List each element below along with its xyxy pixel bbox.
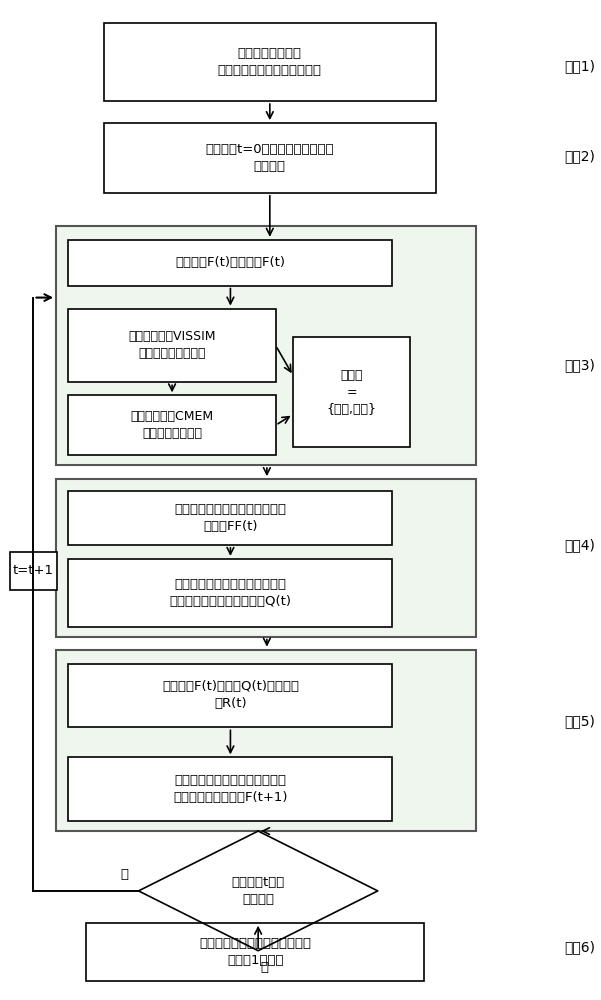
Bar xyxy=(56,226,476,465)
Text: 步骤4): 步骤4) xyxy=(564,538,596,552)
Text: 步骤1): 步骤1) xyxy=(564,59,596,73)
Text: 调查基本交通参数
初始化车辆尾气排放计算平台: 调查基本交通参数 初始化车辆尾气排放计算平台 xyxy=(218,47,322,77)
Bar xyxy=(103,123,436,193)
Bar xyxy=(86,923,424,981)
Text: 步骤3): 步骤3) xyxy=(564,358,596,372)
Text: 终止，输出最后一代种群中非支
配序为1的个体: 终止，输出最后一代种群中非支 配序为1的个体 xyxy=(199,937,311,967)
Text: 步骤5): 步骤5) xyxy=(564,714,596,728)
Bar xyxy=(69,240,392,286)
Text: 进化代数t大于
最大代数: 进化代数t大于 最大代数 xyxy=(231,876,285,906)
Text: t=t+1: t=t+1 xyxy=(13,564,54,577)
Bar xyxy=(10,552,57,590)
Text: 基于虚拟适应度进行遗传复制、
交叉和变异运算，生成子代Q(t): 基于虚拟适应度进行遗传复制、 交叉和变异运算，生成子代Q(t) xyxy=(169,578,291,608)
Polygon shape xyxy=(138,831,378,951)
Text: 计算种群F(t)的适应度F(t): 计算种群F(t)的适应度F(t) xyxy=(175,256,285,269)
Text: 决策变量输入VISSIM
计算延误和车辆工况: 决策变量输入VISSIM 计算延误和车辆工况 xyxy=(129,330,216,360)
Text: 步骤6): 步骤6) xyxy=(564,940,596,954)
Bar xyxy=(69,664,392,727)
Text: 车辆工况输入CMEM
计算车辆尾气排放: 车辆工况输入CMEM 计算车辆尾气排放 xyxy=(130,410,213,440)
Text: 计算个体的非支配序和拥挤度，
选择得到下一代种群F(t+1): 计算个体的非支配序和拥挤度， 选择得到下一代种群F(t+1) xyxy=(173,774,288,804)
Text: 进化代数t=0，初始化种群和遗传
算法参数: 进化代数t=0，初始化种群和遗传 算法参数 xyxy=(206,143,334,173)
Text: 合并父代F(t)与子代Q(t)组成新种
群R(t): 合并父代F(t)与子代Q(t)组成新种 群R(t) xyxy=(162,680,299,710)
Bar xyxy=(69,559,392,627)
Text: 计算个体的非支配序，设置虚拟
适应度FF(t): 计算个体的非支配序，设置虚拟 适应度FF(t) xyxy=(174,503,287,533)
Bar xyxy=(69,309,276,382)
Bar xyxy=(103,23,436,101)
Text: 步骤2): 步骤2) xyxy=(564,149,596,163)
Bar xyxy=(293,337,410,447)
Text: 否: 否 xyxy=(120,868,128,881)
Text: 适应度
=
{延误,排放}: 适应度 = {延误,排放} xyxy=(326,369,376,416)
Bar xyxy=(56,650,476,831)
Text: 是: 是 xyxy=(260,961,268,974)
Bar xyxy=(69,491,392,545)
Bar xyxy=(56,479,476,637)
Bar xyxy=(69,395,276,455)
Bar xyxy=(69,757,392,821)
